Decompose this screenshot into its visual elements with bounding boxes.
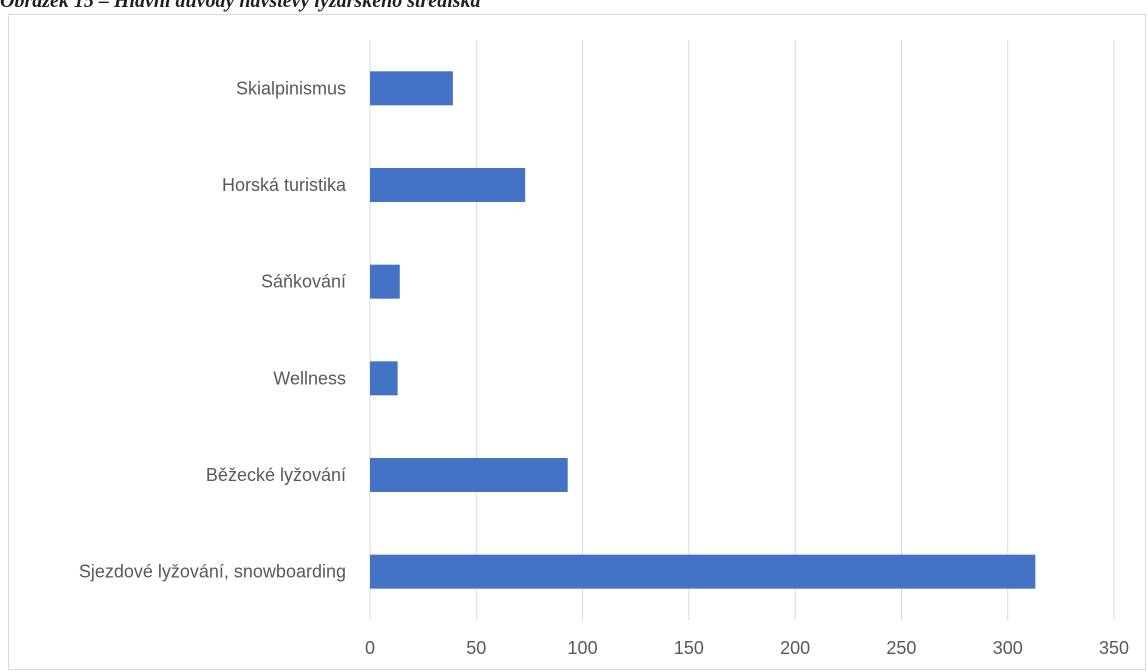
x-tick-label: 300 xyxy=(993,638,1023,658)
bar xyxy=(370,71,453,106)
category-labels: Sjezdové lyžování, snowboarding Běžecké l… xyxy=(79,78,347,581)
x-tick-label: 100 xyxy=(568,638,598,658)
figure-caption: Obrázek 15 – Hlavní důvody návštěvy lyža… xyxy=(0,0,481,12)
bar xyxy=(370,264,400,299)
category-label: Wellness xyxy=(273,368,346,388)
x-tick-label: 350 xyxy=(1099,638,1129,658)
x-tick-label: 250 xyxy=(886,638,916,658)
category-label: Sjezdové lyžování, snowboarding xyxy=(79,562,346,582)
bar xyxy=(370,168,526,202)
bars xyxy=(370,71,1036,589)
x-tick-label: 50 xyxy=(466,638,486,658)
gridlines xyxy=(369,40,1115,620)
x-tick-labels: 0 50 100 150 200 250 300 350 xyxy=(365,638,1129,658)
category-label: Sáňkování xyxy=(261,272,346,292)
bar xyxy=(370,458,568,492)
category-label: Skialpinismus xyxy=(236,78,346,98)
category-label: Běžecké lyžování xyxy=(206,465,346,485)
x-tick-label: 150 xyxy=(674,638,704,658)
category-label: Horská turistika xyxy=(222,175,347,195)
bar xyxy=(370,361,398,396)
bar xyxy=(370,554,1036,589)
x-tick-label: 0 xyxy=(365,638,375,658)
x-tick-label: 200 xyxy=(780,638,810,658)
